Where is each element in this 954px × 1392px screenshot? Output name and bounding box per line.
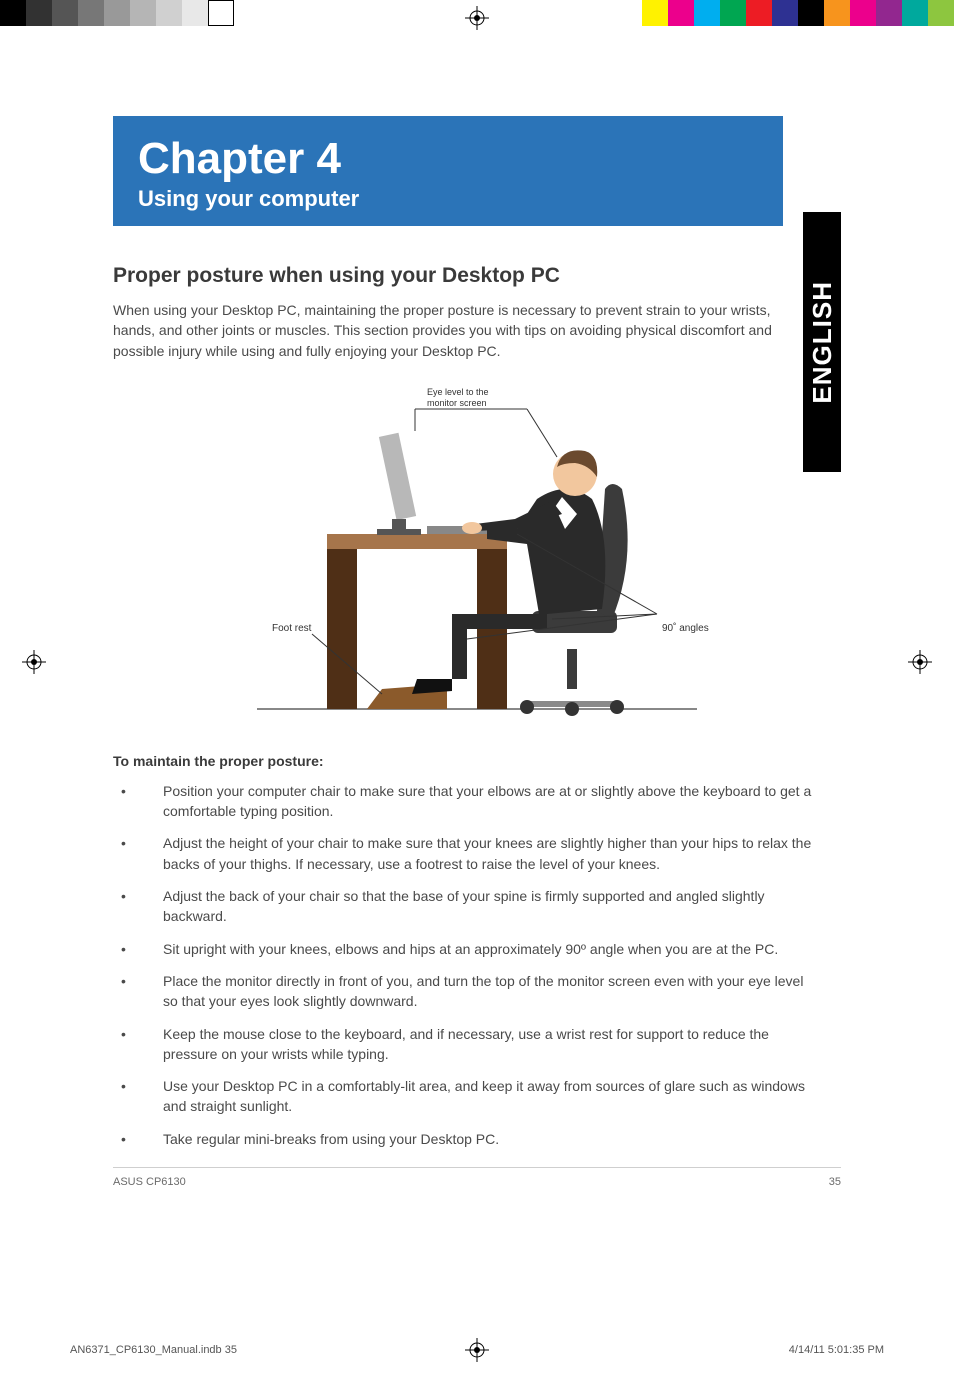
indb-footer: AN6371_CP6130_Manual.indb 35 4/14/11 5:0… bbox=[0, 1344, 954, 1356]
section-intro: When using your Desktop PC, maintaining … bbox=[113, 300, 803, 361]
list-item: •Use your Desktop PC in a comfortably-li… bbox=[113, 1076, 813, 1117]
swatch bbox=[850, 0, 876, 26]
list-item-text: Use your Desktop PC in a comfortably-lit… bbox=[163, 1076, 813, 1117]
list-item-text: Position your computer chair to make sur… bbox=[163, 781, 813, 822]
list-heading: To maintain the proper posture: bbox=[113, 753, 841, 769]
swatch bbox=[52, 0, 78, 26]
list-item-text: Adjust the height of your chair to make … bbox=[163, 833, 813, 874]
page-footer: ASUS CP6130 35 bbox=[113, 1168, 841, 1188]
svg-text:90˚ angles: 90˚ angles bbox=[662, 622, 709, 634]
swatch bbox=[0, 0, 26, 26]
chapter-subtitle: Using your computer bbox=[138, 186, 758, 212]
svg-text:Eye level to the: Eye level to the bbox=[427, 387, 489, 397]
list-item-text: Place the monitor directly in front of y… bbox=[163, 971, 813, 1012]
svg-text:monitor screen: monitor screen bbox=[427, 398, 487, 408]
list-item: •Sit upright with your knees, elbows and… bbox=[113, 939, 813, 959]
list-item-text: Take regular mini-breaks from using your… bbox=[163, 1129, 813, 1149]
list-item: •Keep the mouse close to the keyboard, a… bbox=[113, 1024, 813, 1065]
chapter-banner: Chapter 4 Using your computer bbox=[113, 116, 783, 226]
posture-figure: Eye level to the monitor screen Foot res… bbox=[113, 379, 841, 719]
bullet-dot: • bbox=[113, 1024, 163, 1065]
swatch bbox=[208, 0, 234, 26]
posture-list: •Position your computer chair to make su… bbox=[113, 781, 813, 1149]
bullet-dot: • bbox=[113, 781, 163, 822]
bullet-dot: • bbox=[113, 971, 163, 1012]
svg-text:Foot rest: Foot rest bbox=[272, 623, 312, 634]
language-tab: ENGLISH bbox=[803, 212, 841, 472]
list-item-text: Sit upright with your knees, elbows and … bbox=[163, 939, 813, 959]
swatch bbox=[642, 0, 668, 26]
list-item-text: Adjust the back of your chair so that th… bbox=[163, 886, 813, 927]
list-item-text: Keep the mouse close to the keyboard, an… bbox=[163, 1024, 813, 1065]
swatch bbox=[130, 0, 156, 26]
footer-product: ASUS CP6130 bbox=[113, 1176, 186, 1188]
bullet-dot: • bbox=[113, 886, 163, 927]
language-tab-label: ENGLISH bbox=[807, 281, 838, 404]
section-heading: Proper posture when using your Desktop P… bbox=[113, 264, 841, 288]
chapter-title: Chapter 4 bbox=[138, 134, 758, 184]
swatch bbox=[668, 0, 694, 26]
list-item: •Adjust the height of your chair to make… bbox=[113, 833, 813, 874]
bullet-dot: • bbox=[113, 1076, 163, 1117]
footer-page: 35 bbox=[829, 1176, 841, 1188]
swatch bbox=[824, 0, 850, 26]
indb-timestamp: 4/14/11 5:01:35 PM bbox=[789, 1344, 884, 1356]
list-item: •Position your computer chair to make su… bbox=[113, 781, 813, 822]
swatch bbox=[156, 0, 182, 26]
swatch bbox=[876, 0, 902, 26]
swatch bbox=[720, 0, 746, 26]
swatch bbox=[78, 0, 104, 26]
swatch bbox=[772, 0, 798, 26]
swatch bbox=[26, 0, 52, 26]
bullet-dot: • bbox=[113, 1129, 163, 1149]
swatch bbox=[694, 0, 720, 26]
indb-file: AN6371_CP6130_Manual.indb 35 bbox=[70, 1344, 237, 1356]
list-item: •Adjust the back of your chair so that t… bbox=[113, 886, 813, 927]
swatch bbox=[746, 0, 772, 26]
swatch bbox=[182, 0, 208, 26]
list-item: •Take regular mini-breaks from using you… bbox=[113, 1129, 813, 1149]
swatch bbox=[104, 0, 130, 26]
list-item: •Place the monitor directly in front of … bbox=[113, 971, 813, 1012]
bullet-dot: • bbox=[113, 833, 163, 874]
swatch bbox=[798, 0, 824, 26]
bullet-dot: • bbox=[113, 939, 163, 959]
swatch bbox=[902, 0, 928, 26]
swatch bbox=[928, 0, 954, 26]
